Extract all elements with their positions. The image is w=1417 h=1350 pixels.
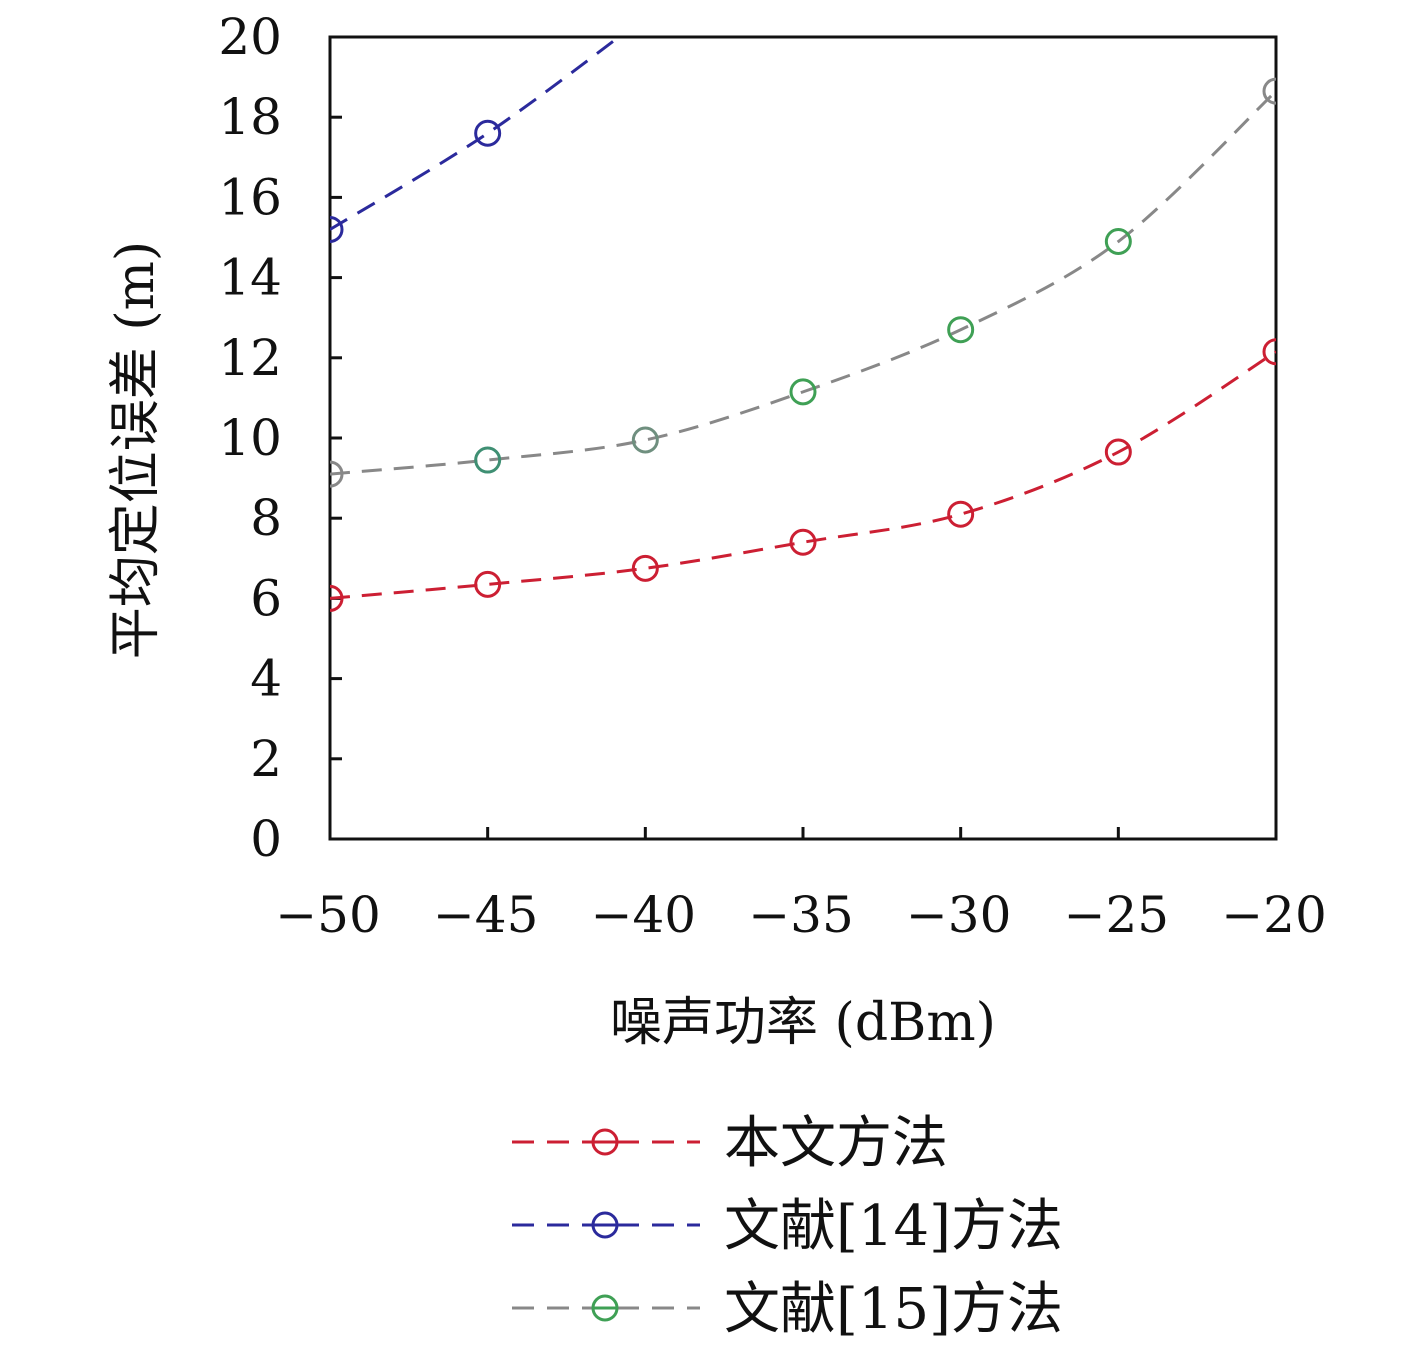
series-line [330, 90, 1276, 476]
series-marker [330, 584, 344, 612]
x-tick-label: −20 [1221, 886, 1327, 944]
y-tick-label: 10 [218, 409, 282, 467]
x-tick-label: −45 [433, 886, 539, 944]
x-tick-label: −35 [748, 886, 854, 944]
y-axis-title: 平均定位误差 (m) [106, 241, 166, 659]
series-marker [330, 215, 344, 243]
series-line [330, 350, 1276, 600]
x-tick-label: −40 [591, 886, 697, 944]
x-axis-ticks: −50 −45 −40 −35 −30 −25 −20 [275, 827, 1327, 944]
y-axis-ticks: 0 2 4 6 8 10 12 14 16 18 20 [218, 8, 342, 868]
y-tick-label: 6 [250, 569, 282, 627]
y-tick-label: 4 [250, 650, 282, 708]
series-marker [474, 570, 502, 598]
y-tick-label: 18 [218, 88, 282, 146]
series-lines [330, 37, 1276, 600]
legend-label: 本文方法 [724, 1111, 948, 1176]
series-marker [631, 554, 659, 582]
series-marker [1262, 77, 1276, 105]
series-marker [633, 5, 657, 29]
series-marker [1104, 228, 1132, 256]
series-marker [330, 460, 344, 488]
x-tick-label: −50 [275, 886, 381, 944]
series-marker [789, 378, 817, 406]
x-tick-label: −30 [906, 886, 1012, 944]
series-marker [947, 500, 975, 528]
y-tick-label: 2 [250, 730, 282, 788]
plot-frame [328, 35, 1278, 841]
series-marker [631, 426, 659, 454]
series-line [330, 37, 622, 231]
series-marker [947, 316, 975, 344]
x-axis-title: 噪声功率 (dBm) [610, 993, 996, 1053]
series-marker [1262, 338, 1276, 366]
y-tick-label: 16 [218, 168, 282, 226]
legend-label: 文献[14]方法 [724, 1194, 1063, 1259]
legend-label: 文献[15]方法 [724, 1277, 1063, 1342]
series-marker [474, 119, 502, 147]
y-tick-label: 14 [218, 249, 282, 307]
y-tick-label: 12 [218, 329, 282, 387]
series-marker [1104, 438, 1132, 466]
x-tick-label: −25 [1064, 886, 1170, 944]
y-tick-label: 0 [250, 810, 282, 868]
series-marker [789, 528, 817, 556]
series-markers [330, 5, 1276, 612]
series-marker [474, 446, 502, 474]
y-tick-label: 8 [250, 489, 282, 547]
y-tick-label: 20 [218, 8, 282, 66]
